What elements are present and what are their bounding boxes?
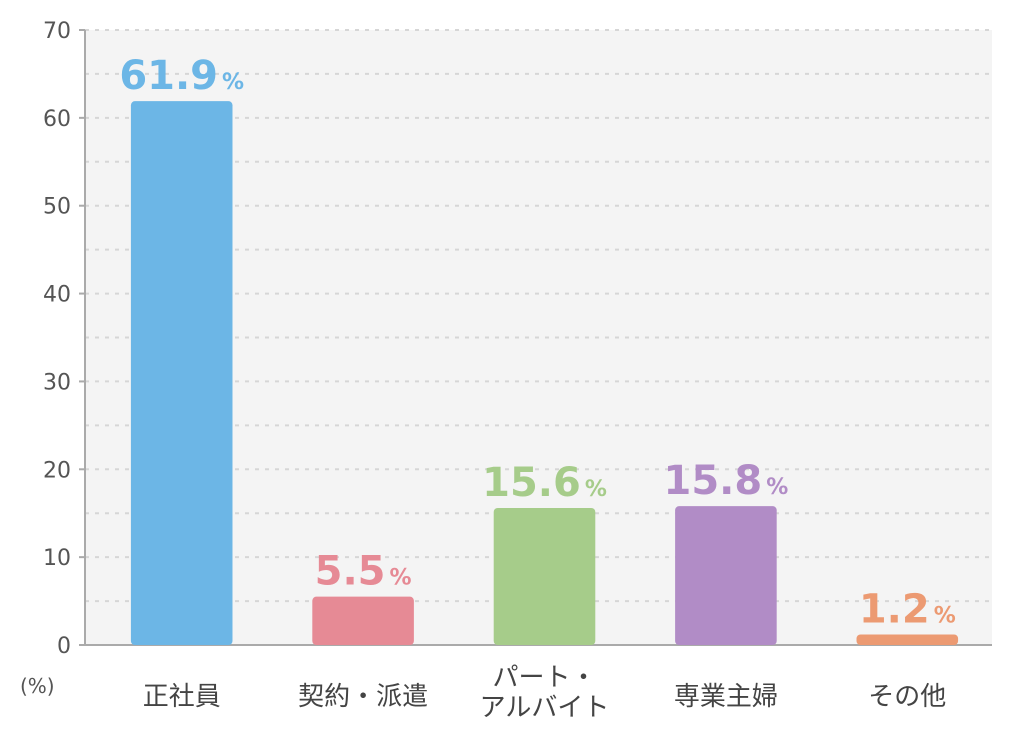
category-label: パート・アルバイト bbox=[480, 663, 610, 723]
bar bbox=[130, 101, 233, 645]
category-label: 専業主婦 bbox=[674, 682, 778, 712]
category-label: 正社員 bbox=[143, 682, 221, 712]
bar bbox=[856, 634, 959, 645]
category-labels: 正社員 契約・派遣 パート・アルバイト 専業主婦 その他 bbox=[143, 663, 947, 723]
value-label: 5.5% bbox=[315, 549, 412, 595]
y-tick-label: 60 bbox=[43, 107, 71, 132]
y-tick-label: 70 bbox=[43, 19, 71, 44]
category-label: 契約・派遣 bbox=[298, 682, 428, 712]
y-tick-label: 10 bbox=[43, 546, 71, 571]
gridlines bbox=[85, 29, 992, 603]
y-axis-unit-label: (%) bbox=[20, 674, 55, 698]
value-label: 15.8% bbox=[664, 458, 789, 504]
bar bbox=[675, 506, 777, 645]
bars bbox=[130, 101, 959, 645]
bar bbox=[312, 596, 414, 645]
y-tick-label: 20 bbox=[43, 458, 71, 483]
value-label: 61.9% bbox=[119, 53, 244, 99]
value-labels: 61.9 % 5.5 % 15.6% 15.8 % 1.2% bbox=[119, 53, 955, 632]
bar bbox=[493, 507, 596, 645]
value-label: 15.6% bbox=[482, 460, 607, 506]
y-tick-label: 50 bbox=[43, 195, 71, 220]
y-axis-ticks: 0 10 20 30 40 50 60 70 bbox=[43, 19, 85, 659]
category-label: その他 bbox=[868, 682, 946, 712]
y-tick-label: 0 bbox=[57, 634, 71, 659]
value-label: 1.2% bbox=[859, 586, 956, 632]
y-tick-label: 40 bbox=[43, 283, 71, 308]
y-tick-label: 30 bbox=[43, 370, 71, 395]
